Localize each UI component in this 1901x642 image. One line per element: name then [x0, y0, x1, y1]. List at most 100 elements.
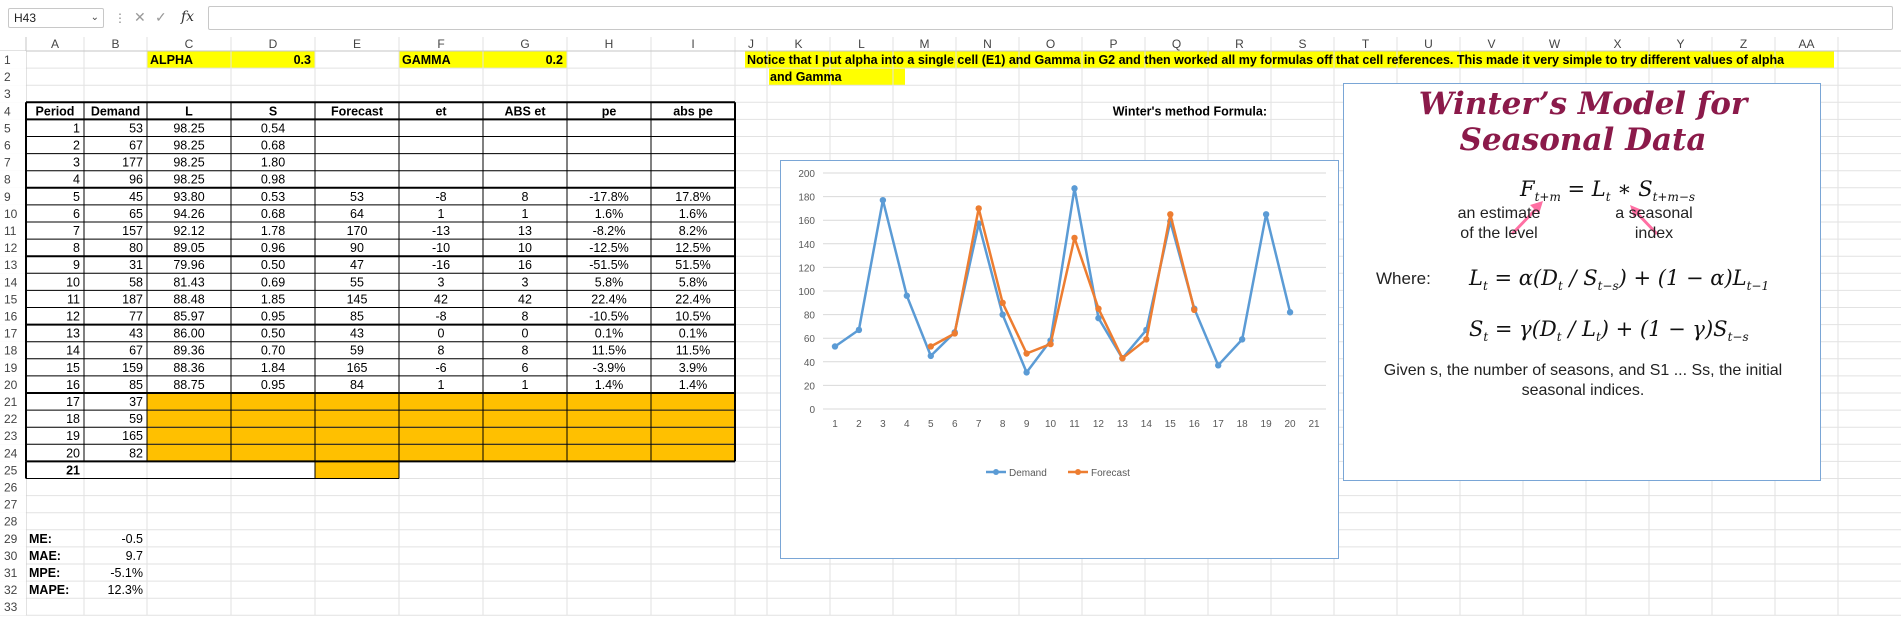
- cell-H20[interactable]: 1.4%: [595, 378, 624, 392]
- cell-F16[interactable]: -8: [435, 310, 446, 324]
- cell-B7[interactable]: 177: [122, 156, 143, 170]
- cell-B12[interactable]: 80: [129, 241, 143, 255]
- cell-A16[interactable]: 12: [66, 310, 80, 324]
- cell-F15[interactable]: 42: [434, 292, 448, 306]
- cell-H11[interactable]: -8.2%: [593, 224, 626, 238]
- cell-R4[interactable]: Winter's method Formula:: [1113, 104, 1267, 118]
- cell-B30[interactable]: 9.7: [126, 549, 143, 563]
- cell-B29[interactable]: -0.5: [121, 532, 143, 546]
- data-point[interactable]: [855, 326, 863, 334]
- row-header-10[interactable]: 10: [4, 207, 18, 221]
- cell-E18[interactable]: 59: [350, 344, 364, 358]
- note-text-line2[interactable]: and Gamma: [770, 70, 843, 84]
- cell-I4[interactable]: abs pe: [673, 104, 713, 118]
- cell-B21[interactable]: 37: [129, 395, 143, 409]
- cell-A15[interactable]: 11: [67, 292, 80, 306]
- column-header-F[interactable]: F: [437, 37, 444, 51]
- cell-B11[interactable]: 157: [122, 224, 143, 238]
- cell-B24[interactable]: 82: [129, 446, 143, 460]
- data-point[interactable]: [1238, 336, 1246, 343]
- cell-H13[interactable]: -51.5%: [589, 258, 629, 272]
- row-header-12[interactable]: 12: [4, 241, 18, 255]
- cell-B9[interactable]: 45: [129, 190, 143, 204]
- orange-input-cell[interactable]: [399, 427, 483, 445]
- data-point[interactable]: [999, 299, 1006, 306]
- cell-C4[interactable]: L: [185, 104, 193, 118]
- cell-D13[interactable]: 0.50: [261, 258, 285, 272]
- column-header-R[interactable]: R: [1235, 37, 1244, 51]
- column-header-E[interactable]: E: [353, 37, 361, 51]
- cell-C15[interactable]: 88.48: [173, 292, 204, 306]
- data-point[interactable]: [1286, 309, 1294, 316]
- cell-D16[interactable]: 0.95: [261, 310, 285, 324]
- cell-A10[interactable]: 6: [73, 207, 80, 221]
- cell-C5[interactable]: 98.25: [173, 121, 204, 135]
- cell-C1[interactable]: ALPHA: [150, 53, 193, 67]
- demand-forecast-chart[interactable]: 0 20 40 60 80 100 120 140 160 180 200 1 2 3 4 5 6 7 8 9 10 11…: [780, 160, 1339, 559]
- insert-function-icon[interactable]: fx: [181, 9, 195, 25]
- cell-G9[interactable]: 8: [522, 190, 529, 204]
- cell-C11[interactable]: 92.12: [173, 224, 204, 238]
- cell-F12[interactable]: -10: [432, 241, 450, 255]
- data-point[interactable]: [1071, 185, 1078, 192]
- cell-A22[interactable]: 18: [66, 412, 80, 426]
- cell-E15[interactable]: 145: [347, 292, 368, 306]
- cell-G12[interactable]: 10: [518, 241, 532, 255]
- column-header-K[interactable]: K: [794, 37, 802, 51]
- row-header-17[interactable]: 17: [4, 327, 18, 341]
- cell-B17[interactable]: 43: [129, 327, 143, 341]
- column-header-J[interactable]: J: [748, 37, 754, 51]
- data-point[interactable]: [1191, 306, 1198, 314]
- orange-input-cell[interactable]: [231, 393, 315, 411]
- data-point[interactable]: [1095, 314, 1102, 322]
- row-header-9[interactable]: 9: [4, 190, 11, 204]
- column-header-W[interactable]: W: [1549, 37, 1561, 51]
- column-header-S[interactable]: S: [1298, 37, 1306, 51]
- cell-I11[interactable]: 8.2%: [679, 224, 708, 238]
- cell-G17[interactable]: 0: [522, 327, 529, 341]
- cell-I13[interactable]: 51.5%: [675, 258, 710, 272]
- orange-input-cell[interactable]: [651, 444, 735, 462]
- cell-B10[interactable]: 65: [129, 207, 143, 221]
- cell-C8[interactable]: 98.25: [173, 173, 204, 187]
- cell-A9[interactable]: 5: [73, 190, 80, 204]
- cell-B13[interactable]: 31: [129, 258, 143, 272]
- row-header-16[interactable]: 16: [4, 310, 18, 324]
- row-header-1[interactable]: 1: [4, 53, 11, 67]
- cell-D5[interactable]: 0.54: [261, 121, 285, 135]
- name-box[interactable]: H43 ⌄: [8, 8, 104, 28]
- column-header-Q[interactable]: Q: [1172, 37, 1181, 51]
- column-header-Y[interactable]: Y: [1676, 37, 1684, 51]
- row-header-31[interactable]: 31: [4, 566, 18, 580]
- cell-A32[interactable]: MAPE:: [29, 583, 69, 597]
- cell-A25[interactable]: 21: [66, 463, 80, 477]
- cell-C13[interactable]: 79.96: [173, 258, 204, 272]
- cell-H16[interactable]: -10.5%: [589, 310, 629, 324]
- column-header-A[interactable]: A: [51, 37, 59, 51]
- cell-G20[interactable]: 1: [522, 378, 529, 392]
- cell-A24[interactable]: 20: [66, 446, 80, 460]
- data-point[interactable]: [1119, 355, 1126, 362]
- cell-C17[interactable]: 86.00: [173, 327, 204, 341]
- row-header-5[interactable]: 5: [4, 121, 11, 135]
- row-header-28[interactable]: 28: [4, 515, 18, 529]
- cell-B22[interactable]: 59: [129, 412, 143, 426]
- cell-C19[interactable]: 88.36: [173, 361, 204, 375]
- orange-input-cell[interactable]: [315, 427, 399, 445]
- orange-input-cell[interactable]: [651, 427, 735, 445]
- cell-A19[interactable]: 15: [66, 361, 80, 375]
- data-point[interactable]: [1262, 211, 1270, 218]
- cell-D6[interactable]: 0.68: [261, 139, 285, 153]
- cell-A8[interactable]: 4: [73, 173, 80, 187]
- cell-A17[interactable]: 13: [66, 327, 80, 341]
- orange-input-cell[interactable]: [483, 444, 567, 462]
- cell-G13[interactable]: 16: [518, 258, 532, 272]
- data-point[interactable]: [927, 352, 934, 360]
- orange-input-cell[interactable]: [399, 410, 483, 428]
- column-header-X[interactable]: X: [1613, 37, 1621, 51]
- cell-D12[interactable]: 0.96: [261, 241, 285, 255]
- row-header-26[interactable]: 26: [4, 481, 18, 495]
- cell-B32[interactable]: 12.3%: [108, 583, 143, 597]
- cell-C6[interactable]: 98.25: [173, 139, 204, 153]
- cell-C9[interactable]: 93.80: [173, 190, 204, 204]
